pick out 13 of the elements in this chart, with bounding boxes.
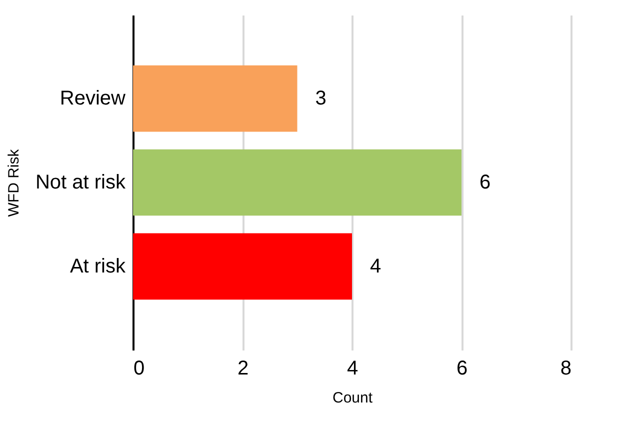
y-tick-label: At risk [70, 255, 126, 278]
y-tick-label: Not at risk [35, 172, 126, 194]
data-label: 6 [480, 172, 491, 194]
y-tick-label: Review [60, 88, 126, 110]
x-tick-label: 6 [456, 358, 468, 380]
x-tick-label: 2 [237, 358, 249, 380]
x-tick-label: 0 [134, 358, 145, 380]
x-tick-label: 4 [346, 358, 358, 380]
data-label: 3 [315, 88, 326, 110]
y-axis-title: WFD Risk [5, 148, 22, 217]
x-axis-title: Count [332, 390, 374, 406]
data-label: 4 [370, 255, 382, 278]
x-tick-label: 8 [560, 358, 572, 380]
